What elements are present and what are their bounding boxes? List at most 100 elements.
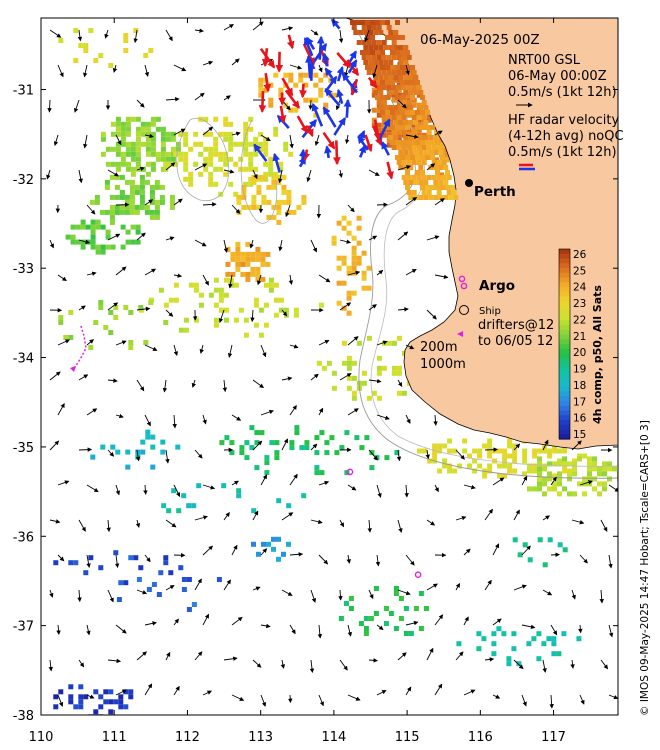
- sst-pixel: [108, 709, 114, 715]
- current-vector: [165, 449, 170, 464]
- sst-pixel: [294, 425, 300, 431]
- sst-pixel: [443, 180, 449, 185]
- sst-pixel: [139, 184, 145, 190]
- sst-pixel: [314, 470, 320, 476]
- current-vector: [492, 618, 502, 626]
- sst-pixel: [406, 145, 412, 150]
- sst-pixel: [378, 90, 384, 95]
- sst-pixel: [298, 72, 304, 78]
- sst-pixel: [363, 631, 369, 636]
- sst-pixel: [385, 65, 390, 70]
- sst-pixel: [358, 621, 364, 626]
- sst-pixel: [113, 550, 119, 556]
- sst-pixel: [108, 689, 114, 695]
- sst-pixel: [562, 448, 568, 454]
- drifter-tracks: [70, 325, 87, 372]
- sst-pixel: [150, 444, 156, 450]
- sst-pixel: [243, 126, 249, 132]
- sst-pixel: [395, 50, 400, 55]
- sst-pixel: [243, 141, 249, 147]
- sst-pixel: [431, 145, 437, 150]
- sst-pixel: [376, 112, 382, 118]
- sst-pixel: [198, 171, 204, 177]
- current-vector: [397, 231, 409, 241]
- sst-pixel: [241, 184, 247, 190]
- sst-pixel: [169, 199, 175, 205]
- sst-pixel: [415, 110, 420, 115]
- sst-pixel: [440, 185, 445, 190]
- hf-radar-vector: [386, 161, 394, 180]
- sst-pixel: [388, 60, 394, 65]
- current-vector: [107, 449, 115, 457]
- current-vector: [397, 99, 407, 109]
- current-vector: [83, 64, 88, 78]
- current-vector: [223, 239, 229, 253]
- sst-pixel: [165, 131, 171, 137]
- current-vector: [173, 273, 183, 278]
- sst-pixel: [341, 360, 347, 366]
- colorbar-swatches: [559, 249, 570, 440]
- sst-pixel: [348, 596, 354, 601]
- sst-pixel: [143, 340, 149, 345]
- colorbar-swatch: [559, 415, 570, 421]
- colorbar-swatch: [559, 277, 570, 283]
- sst-pixel: [98, 300, 104, 305]
- sst-pixel: [386, 115, 392, 120]
- sst-pixel: [80, 224, 86, 230]
- sst-pixel: [393, 586, 399, 591]
- sst-pixel: [135, 146, 141, 152]
- sst-pixel: [268, 82, 274, 88]
- colorbar-swatch: [559, 391, 570, 397]
- sst-pixel: [572, 471, 577, 477]
- current-vector: [202, 414, 207, 425]
- sst-pixel: [331, 370, 337, 376]
- y-tick-label: -32: [13, 173, 34, 188]
- sst-pixel: [135, 136, 141, 142]
- sst-pixel: [186, 503, 192, 509]
- colorbar-tick-label: 17: [573, 396, 586, 408]
- sst-pixel: [236, 488, 242, 494]
- sst-pixel: [168, 570, 174, 576]
- sst-pixel: [238, 141, 244, 147]
- sst-pixel: [98, 565, 104, 571]
- sst-pixel: [58, 689, 64, 695]
- sst-pixel: [386, 127, 392, 133]
- sst-pixel: [301, 199, 307, 205]
- sst-pixel: [268, 97, 274, 103]
- sst-pixel: [411, 97, 417, 103]
- sst-pixel: [163, 320, 169, 325]
- current-vector: [260, 623, 271, 629]
- current-vector: [73, 99, 80, 113]
- current-vector: [57, 694, 64, 707]
- sst-pixel: [321, 365, 327, 371]
- sst-pixel: [130, 116, 136, 122]
- sst-pixel: [403, 60, 409, 65]
- sst-pixel: [401, 390, 407, 396]
- hf-radar-vector: [281, 77, 294, 97]
- colorbar-swatch: [559, 363, 570, 369]
- sst-pixel: [408, 150, 414, 155]
- current-vector: [223, 656, 238, 661]
- sst-pixel: [386, 70, 392, 75]
- sst-pixel: [398, 60, 404, 65]
- colorbar-swatch: [559, 291, 570, 298]
- sst-pixel: [363, 45, 369, 50]
- sst-pixel: [248, 156, 254, 162]
- colorbar-tick-label: 25: [573, 265, 586, 277]
- sst-pixel: [385, 35, 390, 40]
- sst-pixel: [536, 631, 542, 637]
- sst-pixel: [396, 370, 402, 376]
- sst-pixel: [393, 105, 399, 110]
- sst-pixel: [562, 486, 567, 492]
- sst-pixel: [145, 131, 151, 137]
- sst-pixel: [527, 463, 533, 469]
- current-vector: [463, 689, 476, 696]
- sst-pixel: [223, 116, 229, 122]
- sst-pixel: [361, 380, 367, 386]
- sst-pixel: [391, 70, 397, 75]
- current-vector: [136, 589, 148, 595]
- sst-pixel: [476, 631, 482, 637]
- sst-pixel: [221, 483, 227, 489]
- sst-pixel: [437, 448, 443, 454]
- sst-pixel: [130, 151, 136, 157]
